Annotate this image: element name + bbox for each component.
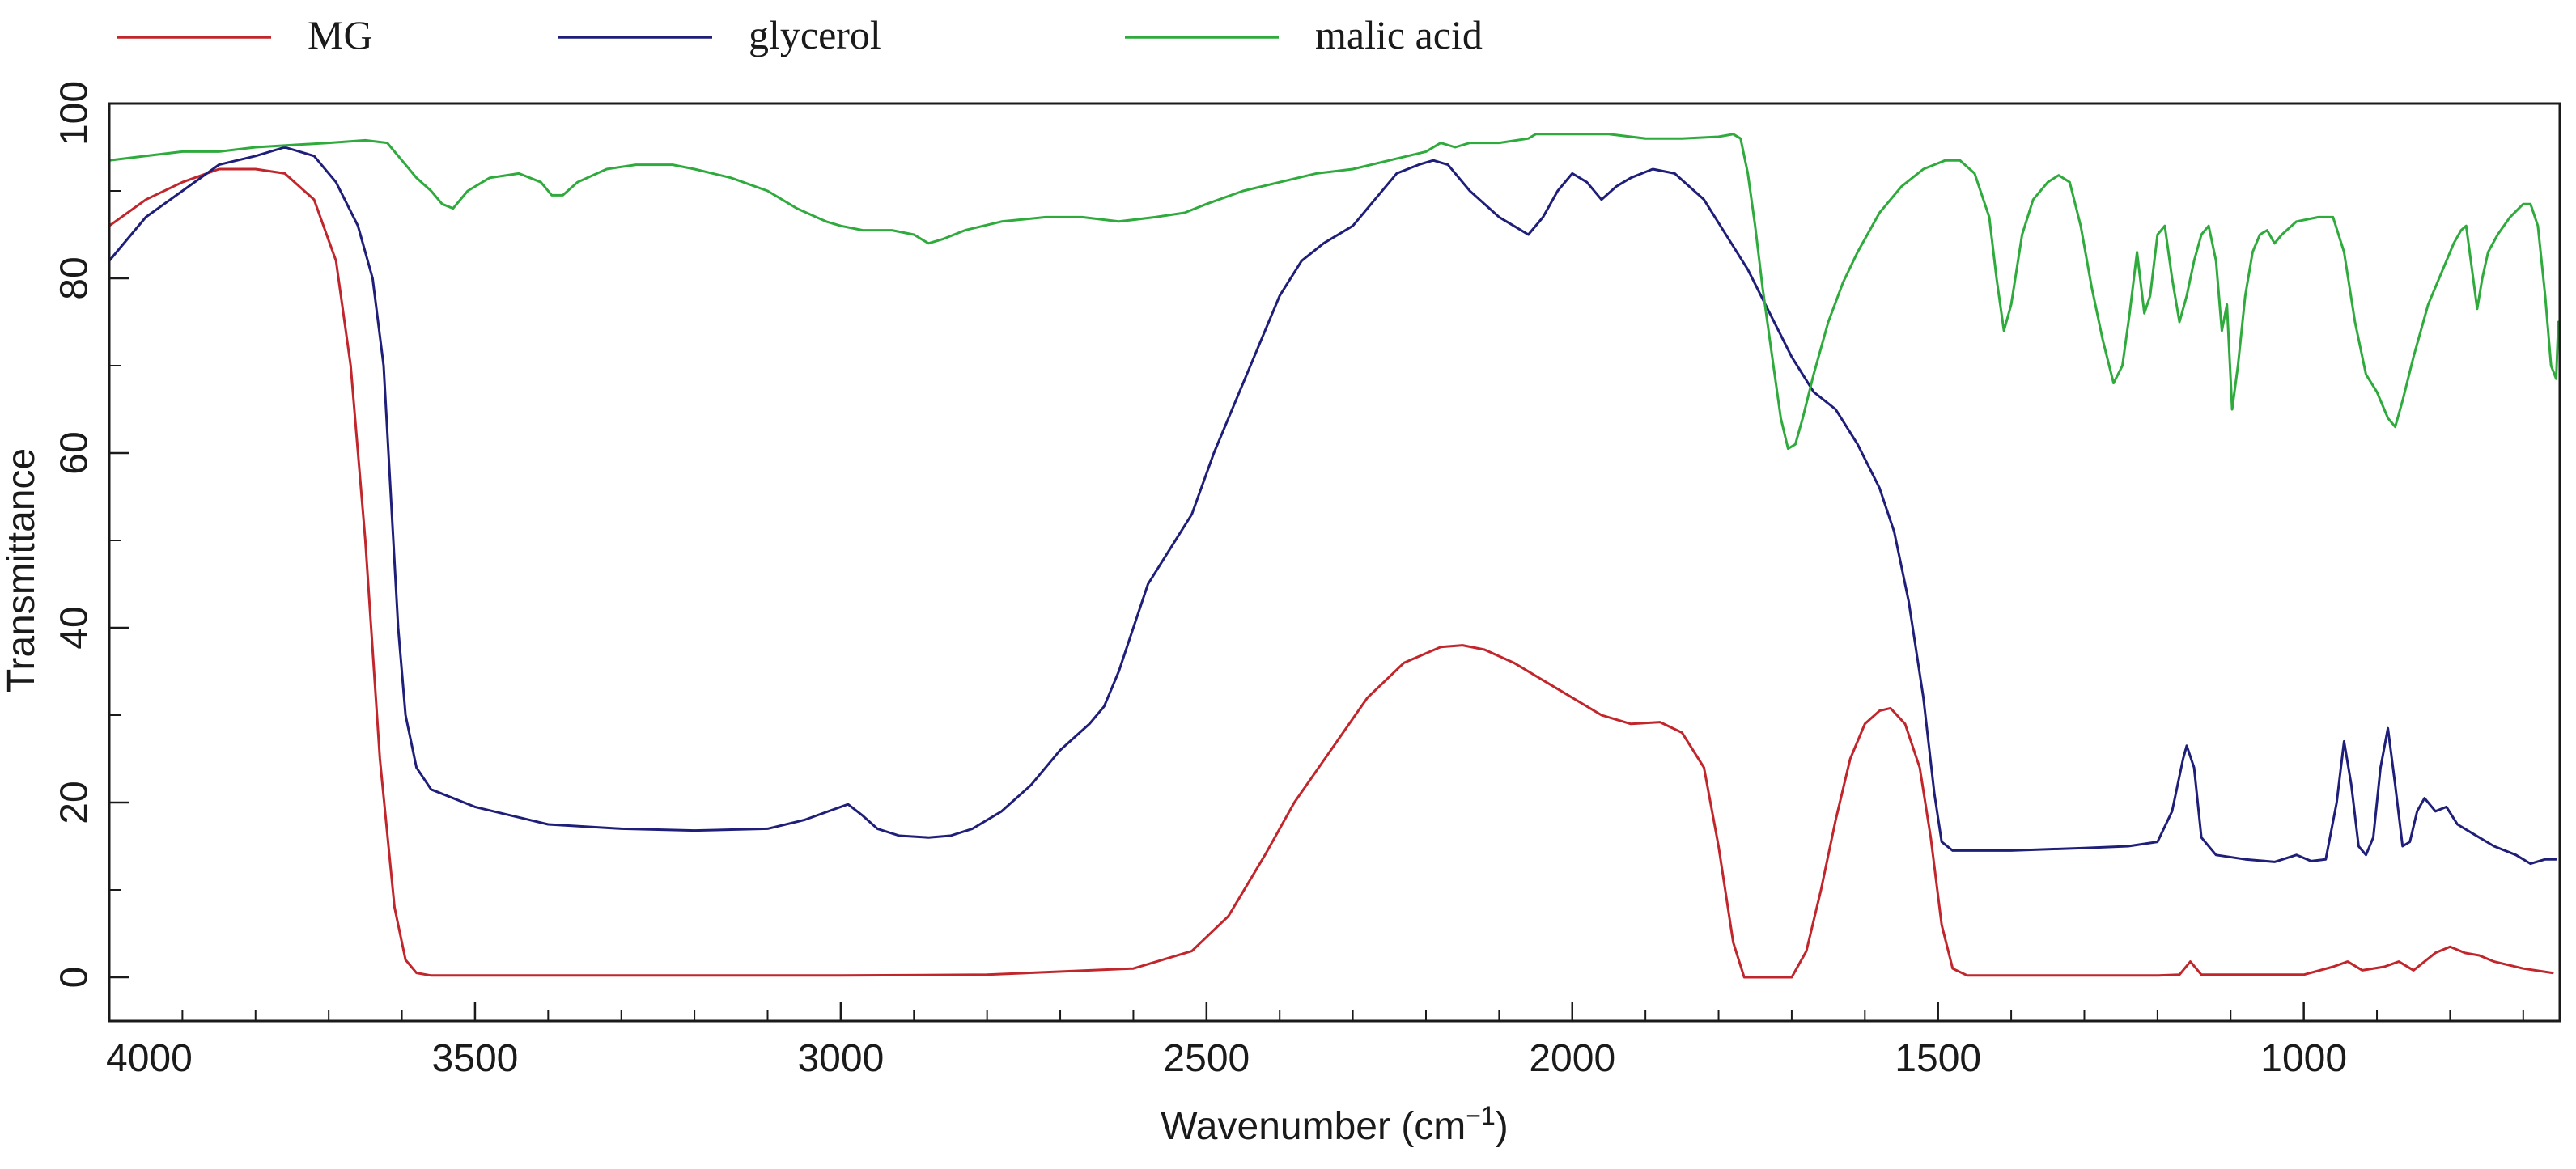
series-group	[108, 133, 2560, 979]
y-tick-label: 80	[53, 256, 96, 299]
y-tick-label: 0	[53, 967, 96, 989]
series-line-glycerol	[108, 146, 2557, 866]
x-tick-label: 1000	[2260, 1037, 2347, 1080]
legend: MG glycerol malic acid	[117, 12, 1483, 57]
x-tick-label: 3500	[432, 1037, 519, 1080]
x-axis-title-superscript: −1	[1466, 1101, 1495, 1130]
y-axis-ticks: 0 20 40 60 80 100	[53, 81, 129, 988]
y-tick-label: 60	[53, 431, 96, 474]
legend-label: glycerol	[749, 12, 881, 57]
x-tick-label: 3000	[797, 1037, 884, 1080]
y-tick-label: 40	[53, 606, 96, 649]
plot-frame	[108, 102, 2561, 1023]
x-tick-label: 1500	[1895, 1037, 1981, 1080]
x-axis-title-tail: )	[1496, 1105, 1509, 1148]
legend-label: MG	[308, 12, 373, 57]
y-tick-label: 20	[53, 781, 96, 824]
y-axis-title: Transmittance	[0, 448, 43, 693]
y-tick-label: 100	[53, 81, 96, 146]
x-axis-ticks: 4000 3500 3000 2500 2000 1500 1000	[106, 1002, 2524, 1080]
x-tick-label: 2000	[1529, 1037, 1615, 1080]
x-axis-title-main: Wavenumber (cm	[1161, 1105, 1466, 1148]
x-tick-label: 4000	[106, 1037, 193, 1080]
series-line-malic-acid	[108, 133, 2560, 451]
legend-label: malic acid	[1315, 12, 1483, 57]
series-line-mg	[108, 167, 2554, 979]
x-tick-label: 2500	[1163, 1037, 1250, 1080]
x-axis-title: Wavenumber (cm−1)	[1161, 1101, 1508, 1148]
